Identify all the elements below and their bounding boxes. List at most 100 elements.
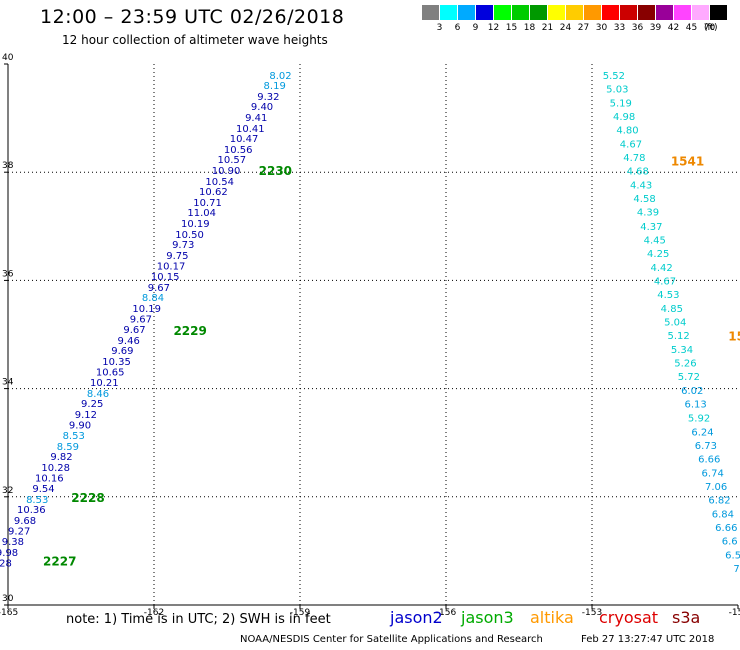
y-tick-label: 30 [2, 594, 14, 604]
swh-value-label: 7.06 [705, 482, 727, 493]
pass-time-label: 2230 [259, 164, 292, 178]
y-tick-label: 34 [2, 378, 14, 388]
color-scale-swatch [530, 5, 547, 20]
swh-value-label: 4.78 [623, 153, 645, 164]
swh-value-label: 8.46 [87, 389, 109, 400]
x-tick-label: -153 [582, 608, 602, 618]
swh-value-label: 6.02 [681, 386, 703, 397]
color-scale-label: 21 [541, 23, 554, 33]
x-tick-label: -156 [436, 608, 457, 618]
swh-value-label: 9.54 [32, 484, 54, 495]
swh-value-label: 8.84 [142, 293, 164, 304]
swh-value-label: 9.32 [257, 92, 279, 103]
swh-value-label: 6.66 [698, 454, 720, 465]
color-scale-label: 27 [577, 23, 590, 33]
swh-value-label: 10.36 [17, 505, 46, 516]
swh-value-label: 5.03 [606, 84, 628, 95]
footer-note: note: 1) Time is in UTC; 2) SWH is in fe… [66, 612, 331, 627]
swh-value-label: 10.41 [236, 124, 265, 135]
swh-value-label: 8.59 [57, 442, 79, 453]
swh-value-label: 9.73 [172, 240, 194, 251]
swh-value-label: 5.52 [603, 71, 625, 82]
swh-value-label: 10.62 [199, 187, 228, 198]
color-scale-label: 18 [523, 23, 536, 33]
swh-value-label: 8.53 [26, 495, 48, 506]
swh-value-label: 10.17 [157, 261, 186, 272]
swh-value-label: 10.28 [41, 463, 70, 474]
x-tick-label: -162 [144, 608, 164, 618]
color-scale-swatch [512, 5, 529, 20]
swh-value-label: 5.26 [674, 359, 696, 370]
swh-value-label: 5.72 [678, 372, 700, 383]
swh-value-label: 8.53 [63, 431, 85, 442]
swh-value-label: 9.67 [123, 325, 145, 336]
y-tick-label: 36 [2, 269, 14, 279]
satellite-legend-altika: altika [530, 608, 574, 627]
color-scale-unit: (ft) [704, 23, 718, 33]
swh-value-label: 9.98 [0, 548, 18, 559]
swh-value-label: 5.34 [671, 345, 693, 356]
color-scale-label: 6 [454, 23, 461, 33]
color-scale-swatch [566, 5, 583, 20]
swh-value-label: 10.16 [35, 473, 64, 484]
page-title: 12:00 – 23:59 UTC 02/26/2018 [40, 6, 345, 28]
satellite-legend-jason2: jason2 [390, 608, 443, 627]
swh-value-label: 10.54 [205, 177, 234, 188]
swh-value-label: 5.04 [664, 318, 686, 329]
y-tick-label: 38 [2, 161, 14, 171]
swh-value-label: 10.21 [90, 378, 119, 389]
color-scale-label: 45 [685, 23, 698, 33]
swh-value-label: 8.02 [269, 71, 291, 82]
x-tick-label: -165 [0, 608, 18, 618]
color-scale-label: 12 [487, 23, 500, 33]
swh-value-label: 9.41 [245, 113, 267, 124]
swh-value-label: 9.90 [69, 420, 91, 431]
swh-value-label: 10.71 [193, 198, 222, 209]
swh-value-label: 9.40 [251, 102, 273, 113]
swh-value-label: 9.75 [166, 251, 188, 262]
swh-value-label: 6.82 [708, 496, 730, 507]
color-scale-swatch [638, 5, 655, 20]
swh-value-label: 6.66 [715, 523, 737, 534]
color-scale-swatch [602, 5, 619, 20]
color-scale-label: 36 [631, 23, 644, 33]
swh-value-label: 4.85 [661, 304, 683, 315]
page-subtitle: 12 hour collection of altimeter wave hei… [62, 33, 328, 47]
swh-value-label: 10.65 [96, 367, 125, 378]
generated-timestamp: Feb 27 13:27:47 UTC 2018 [581, 634, 715, 645]
swh-value-label: 9.27 [8, 526, 30, 537]
pass-time-label: 1541 [671, 154, 704, 168]
satellite-legend-jason3: jason3 [461, 608, 514, 627]
swh-value-label: 6.73 [695, 441, 717, 452]
swh-value-label: 5.19 [610, 98, 632, 109]
swh-value-label: 10.47 [230, 134, 259, 145]
color-scale-label: 39 [649, 23, 662, 33]
color-scale-label: 33 [613, 23, 626, 33]
swh-value-label: 7 [733, 564, 739, 575]
color-scale-swatch [440, 5, 457, 20]
color-scale-swatch [494, 5, 511, 20]
pass-time-label: 2229 [173, 324, 206, 338]
swh-value-label: 4.53 [657, 290, 679, 301]
swh-value-label: 10.35 [102, 357, 131, 368]
color-scale-label: 24 [559, 23, 572, 33]
satellite-legend-s3a: s3a [672, 608, 701, 627]
color-scale-label: 9 [472, 23, 479, 33]
y-tick-label: 32 [2, 486, 13, 496]
swh-value-label: 5.12 [667, 331, 689, 342]
swh-value-label: 9.25 [81, 399, 103, 410]
swh-value-label: 9.46 [118, 336, 140, 347]
swh-value-label: 4.80 [616, 125, 638, 136]
color-scale-swatch [620, 5, 637, 20]
swh-value-label: 6.13 [685, 400, 707, 411]
color-scale-swatch [692, 5, 709, 20]
color-scale-swatch [548, 5, 565, 20]
swh-value-label: 4.68 [627, 167, 649, 178]
swh-value-label: 6.84 [712, 510, 734, 521]
swh-value-label: 11.04 [187, 208, 216, 219]
pass-time-label: 1540 [728, 330, 740, 344]
swh-value-label: 4.39 [637, 208, 659, 219]
swh-value-label: 6.74 [702, 468, 724, 479]
swh-value-label: 6.6 [722, 537, 738, 548]
swh-value-label: 9.38 [2, 537, 24, 548]
